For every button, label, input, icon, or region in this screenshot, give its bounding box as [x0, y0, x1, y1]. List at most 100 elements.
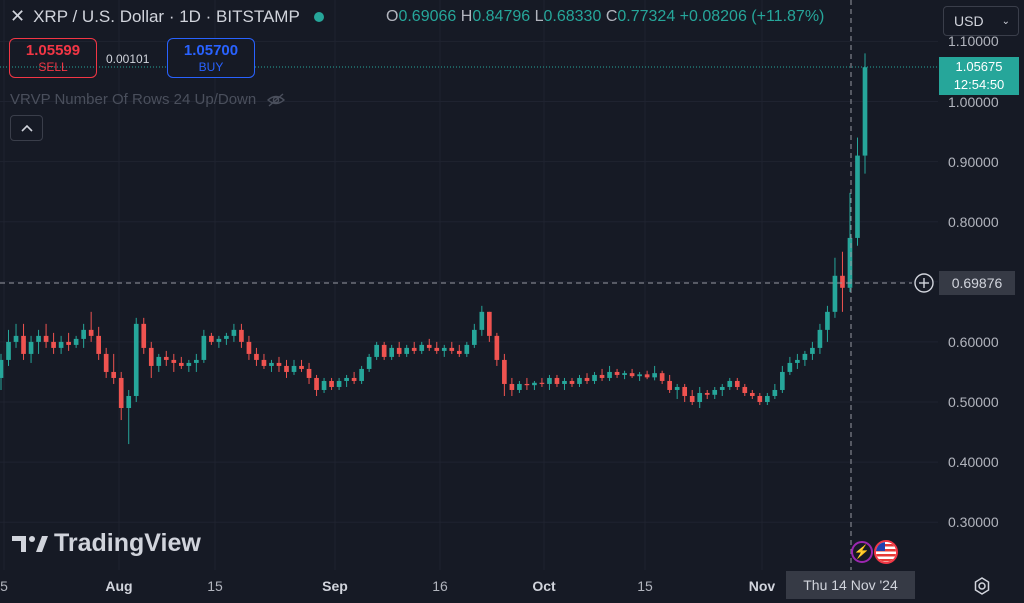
- candle: [133, 317, 139, 402]
- candle: [163, 350, 169, 366]
- sell-label: SELL: [38, 60, 68, 74]
- high-value: 0.84796: [472, 8, 531, 25]
- time-tick-label: Aug: [105, 578, 133, 594]
- candle: [772, 383, 778, 399]
- candle-body: [712, 389, 718, 395]
- candle: [111, 353, 117, 384]
- sell-price: 1.05599: [25, 42, 81, 59]
- grid-lines: [0, 0, 938, 570]
- candle-body: [269, 362, 274, 366]
- currency-select[interactable]: USD ⌄: [943, 6, 1019, 36]
- bar-countdown: 12:54:50: [953, 77, 1005, 92]
- candle: [810, 341, 815, 360]
- candle: [21, 323, 26, 360]
- candle: [607, 365, 612, 381]
- candle-body: [6, 341, 11, 360]
- candle-body: [599, 374, 605, 378]
- candle: [201, 329, 207, 363]
- candle-body: [577, 377, 582, 384]
- candle-body: [254, 353, 259, 360]
- change-value: +0.08206 (+11.87%): [679, 8, 825, 25]
- candle-body: [772, 389, 778, 396]
- candle: [381, 341, 387, 360]
- candle-body: [449, 347, 455, 351]
- candle: [126, 389, 132, 445]
- candle-body: [494, 335, 500, 360]
- candle: [532, 380, 537, 390]
- candle-body: [163, 356, 169, 360]
- candle: [186, 359, 192, 372]
- candle-body: [644, 374, 650, 378]
- candle-body: [719, 386, 725, 390]
- candle-body: [374, 344, 379, 357]
- candle: [344, 374, 349, 387]
- candle: [261, 353, 267, 369]
- low-value: 0.68330: [543, 8, 602, 25]
- us-flag-event-icon[interactable]: [874, 540, 898, 564]
- candle: [757, 392, 763, 406]
- candle-body: [629, 373, 635, 377]
- candle: [652, 365, 657, 381]
- candle: [667, 374, 672, 393]
- close-value: 0.77324: [617, 8, 676, 25]
- candle: [216, 335, 222, 348]
- settings-gear-icon[interactable]: [972, 576, 992, 596]
- candle: [366, 353, 372, 372]
- collapse-legend-button[interactable]: [10, 115, 43, 141]
- candle: [314, 374, 319, 396]
- candle: [780, 365, 785, 393]
- candle-body: [569, 380, 575, 384]
- candle: [269, 359, 274, 372]
- sell-button[interactable]: 1.05599 SELL: [9, 38, 97, 78]
- time-tick-label: 16: [432, 578, 448, 594]
- candle-body: [366, 356, 372, 369]
- close-icon[interactable]: ✕: [10, 6, 26, 26]
- candle: [239, 323, 244, 348]
- candle-body: [103, 353, 109, 372]
- candle-body: [682, 386, 688, 396]
- candle: [614, 368, 620, 378]
- candle-body: [517, 383, 522, 390]
- candle: [419, 341, 425, 354]
- candle-body: [825, 311, 830, 330]
- candle-body: [43, 335, 49, 342]
- candle-body: [329, 380, 334, 387]
- add-alert-plus-icon[interactable]: [913, 272, 935, 294]
- candle-body: [502, 359, 507, 384]
- candle: [825, 305, 830, 342]
- lightning-event-icon[interactable]: ⚡: [851, 541, 873, 563]
- candle: [43, 323, 49, 348]
- symbol-title[interactable]: XRP / U.S. Dollar · 1D · BITSTAMP: [33, 6, 300, 26]
- indicator-legend[interactable]: VRVP Number Of Rows 24 Up/Down: [10, 91, 286, 108]
- candle-body: [261, 359, 267, 366]
- candle-body: [396, 347, 402, 354]
- candle: [224, 332, 229, 345]
- candle: [817, 323, 823, 354]
- candle-body: [194, 359, 199, 363]
- candle: [141, 317, 147, 354]
- candle-body: [802, 353, 808, 360]
- candle: [254, 347, 259, 366]
- candle: [396, 341, 402, 357]
- candle: [674, 383, 680, 399]
- candle: [644, 370, 650, 380]
- candle-body: [209, 335, 214, 342]
- candle: [194, 353, 199, 372]
- candle: [148, 341, 154, 378]
- candle-body: [291, 365, 297, 372]
- candle-body: [88, 329, 94, 336]
- eye-hidden-icon[interactable]: [266, 92, 286, 108]
- candle: [411, 341, 417, 354]
- candle: [719, 383, 725, 396]
- candle-body: [562, 380, 567, 384]
- buy-button[interactable]: 1.05700 BUY: [167, 38, 255, 78]
- candle: [629, 368, 635, 378]
- tradingview-logo-icon: [12, 535, 48, 552]
- candle-body: [389, 347, 395, 357]
- candle: [171, 353, 177, 372]
- candle: [441, 344, 447, 357]
- candle-body: [111, 371, 117, 378]
- candle: [88, 311, 94, 342]
- last-price-value: 1.05675: [955, 59, 1003, 74]
